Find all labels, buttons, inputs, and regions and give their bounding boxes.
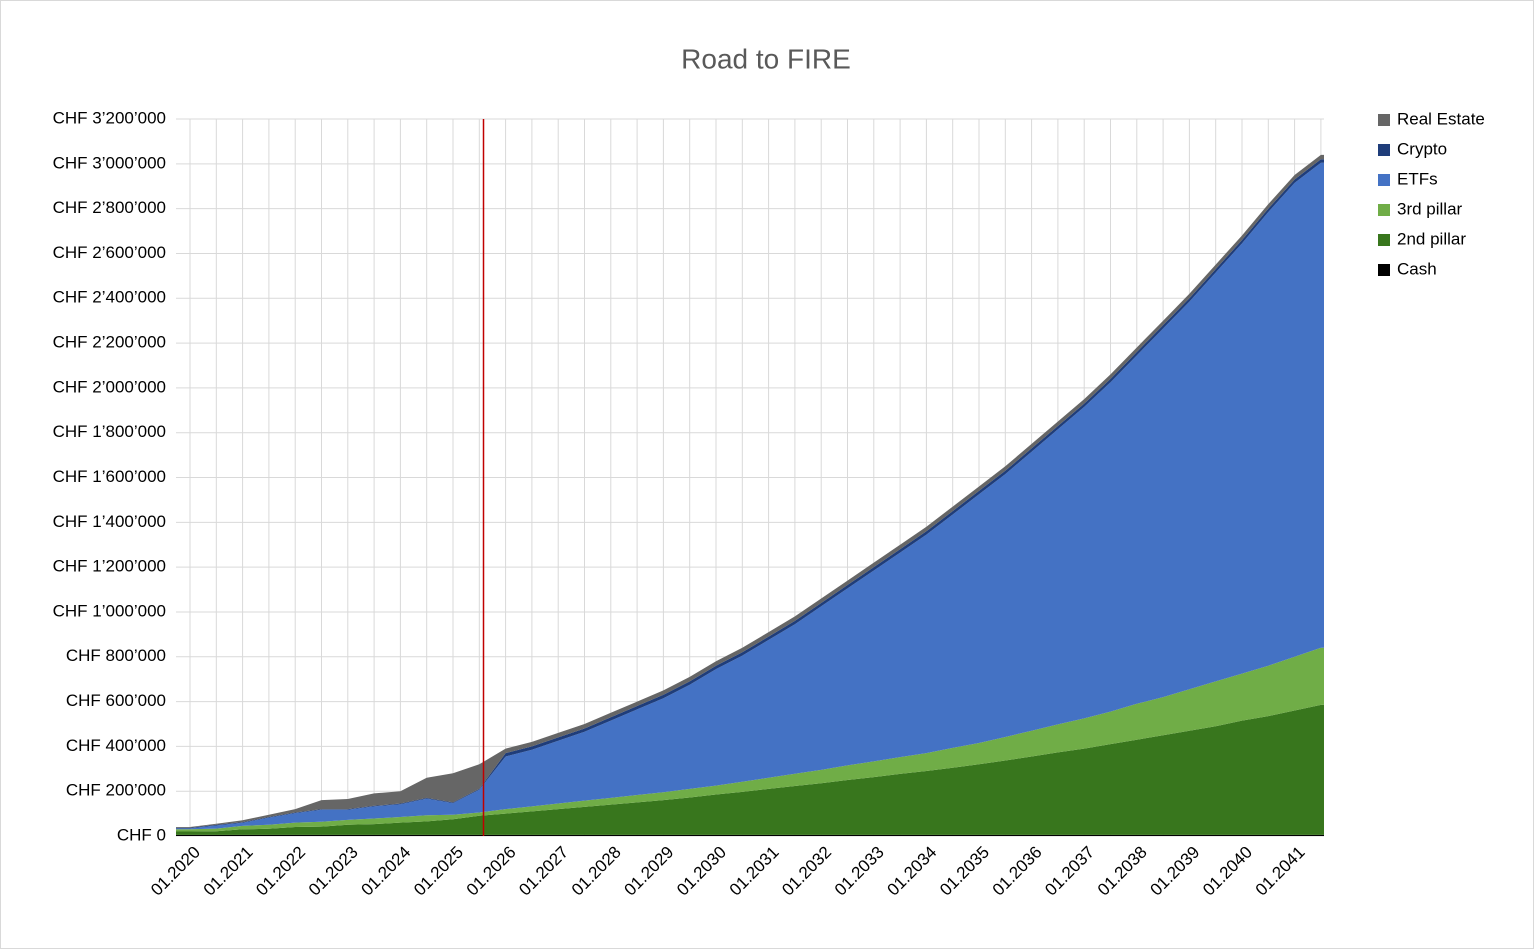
legend-label: Cash (1397, 259, 1437, 278)
area (176, 834, 1324, 836)
y-tick-label: CHF 200’000 (66, 781, 166, 800)
y-tick-label: CHF 1’200’000 (53, 557, 166, 576)
y-tick-label: CHF 800’000 (66, 646, 166, 665)
y-tick-label: CHF 2’400’000 (53, 288, 166, 307)
area (176, 647, 1324, 832)
legend-swatch (1378, 144, 1390, 156)
area (176, 162, 1324, 830)
area (176, 704, 1324, 835)
y-tick-label: CHF 2’600’000 (53, 243, 166, 262)
legend-label: 3rd pillar (1397, 199, 1463, 218)
y-tick-label: CHF 1’600’000 (53, 467, 166, 486)
legend-swatch (1378, 264, 1390, 276)
y-tick-label: CHF 600’000 (66, 691, 166, 710)
y-tick-label: CHF 2’200’000 (53, 333, 166, 352)
legend-swatch (1378, 114, 1390, 126)
legend-label: Crypto (1397, 139, 1447, 158)
y-tick-label: CHF 2’000’000 (53, 377, 166, 396)
legend-label: 2nd pillar (1397, 229, 1466, 248)
legend-swatch (1378, 234, 1390, 246)
legend-label: ETFs (1397, 169, 1438, 188)
y-tick-label: CHF 1’000’000 (53, 601, 166, 620)
y-tick-label: CHF 2’800’000 (53, 198, 166, 217)
y-tick-label: CHF 3’000’000 (53, 153, 166, 172)
y-tick-label: CHF 400’000 (66, 736, 166, 755)
y-tick-label: CHF 0 (117, 825, 166, 844)
y-tick-label: CHF 1’400’000 (53, 512, 166, 531)
legend-label: Real Estate (1397, 109, 1485, 128)
y-tick-label: CHF 3’200’000 (53, 108, 166, 127)
chart-title: Road to FIRE (681, 43, 851, 74)
y-tick-label: CHF 1’800’000 (53, 422, 166, 441)
legend-swatch (1378, 174, 1390, 186)
legend-swatch (1378, 204, 1390, 216)
